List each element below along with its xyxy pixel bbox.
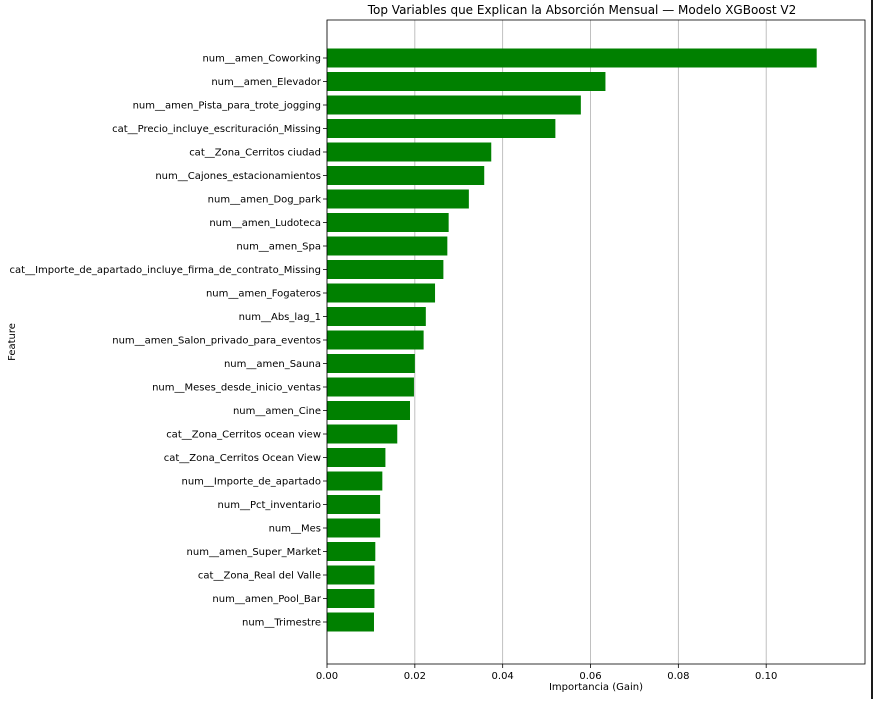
bar (327, 330, 424, 350)
y-tick-label: num__amen_Dog_park (208, 195, 322, 206)
x-tick-label: 0.00 (316, 671, 338, 682)
y-tick-label: cat__Precio_incluye_escrituración_Missin… (112, 123, 321, 135)
bar (327, 166, 485, 185)
bar (327, 236, 448, 256)
y-tick-label: num__amen_Pista_para_trote_jogging (133, 101, 321, 112)
bar-layer (327, 48, 817, 632)
window-edge-right (871, 0, 873, 699)
y-tick-label: num__amen_Cine (233, 406, 321, 417)
y-tick-label: num__amen_Sauna (224, 359, 321, 370)
bar (327, 189, 469, 209)
y-tick-label: num__amen_Fogateros (206, 289, 321, 300)
y-tick-label: num__amen_Super_Market (187, 547, 322, 558)
x-axis-label: Importancia (Gain) (549, 682, 643, 693)
bar (327, 424, 398, 444)
y-tick-label: cat__Zona_Cerritos ciudad (189, 148, 321, 159)
bar (327, 95, 581, 115)
y-tick-label: cat__Importe_de_apartado_incluye_firma_d… (10, 265, 321, 276)
x-tick-label: 0.08 (667, 671, 689, 682)
y-tick-label: num__amen_Coworking (202, 54, 321, 65)
y-tick-label: cat__Zona_Real del Valle (198, 571, 321, 582)
y-tick-label: num__Importe_de_apartado (182, 477, 322, 488)
bar (327, 471, 383, 491)
y-tick-label: num__Meses_desde_inicio_ventas (152, 383, 321, 394)
bar (327, 283, 436, 303)
y-tick-labels: num__amen_Coworking num__amen_Elevadornum… (10, 54, 322, 629)
y-tick-label: num__Abs_lag_1 (239, 312, 321, 323)
bar (327, 448, 386, 467)
y-tick-label: num__Pct_inventario (218, 500, 321, 511)
plot-frame (326, 19, 866, 665)
y-tick-label: num__Mes (269, 524, 321, 535)
bar (327, 565, 375, 585)
bar (327, 589, 375, 608)
y-tick-label: num__amen_Salon_privado_para_eventos (112, 336, 321, 347)
bar (327, 48, 817, 68)
bar (327, 354, 415, 373)
x-tick-labels: 0.00 0.02 0.04 0.06 0.08 0.10 (316, 671, 777, 682)
bar (327, 260, 444, 279)
y-tick-label: cat__Zona_Cerritos Ocean View (164, 453, 321, 464)
bar (327, 307, 426, 326)
bar (327, 213, 449, 232)
y-tick-label: num__amen_Pool_Bar (212, 594, 321, 605)
bar (327, 612, 374, 632)
y-tick-label: num__Cajones_estacionamientos (155, 171, 321, 182)
y-tick-label: num__amen_Elevador (211, 77, 322, 88)
bar (327, 377, 414, 397)
x-tick-label: 0.06 (579, 671, 601, 682)
bar (327, 518, 381, 538)
y-tick-label: num__amen_Ludoteca (209, 218, 321, 229)
bar (327, 72, 606, 91)
x-tick-label: 0.04 (492, 671, 514, 682)
bar (327, 119, 556, 138)
y-tick-label: num__amen_Spa (236, 242, 321, 253)
bar (327, 142, 492, 162)
y-tick-label: num__Trimestre (242, 618, 321, 629)
x-tick-label: 0.02 (404, 671, 426, 682)
y-tick-label: cat__Zona_Cerritos ocean view (166, 430, 321, 441)
x-tick-label: 0.10 (755, 671, 777, 682)
axes-layer (323, 19, 866, 668)
bar (327, 401, 411, 420)
y-axis-label: Feature (7, 323, 18, 361)
chart-title: Top Variables que Explican la Absorción … (367, 3, 797, 17)
bar (327, 542, 376, 561)
bar (327, 495, 381, 514)
